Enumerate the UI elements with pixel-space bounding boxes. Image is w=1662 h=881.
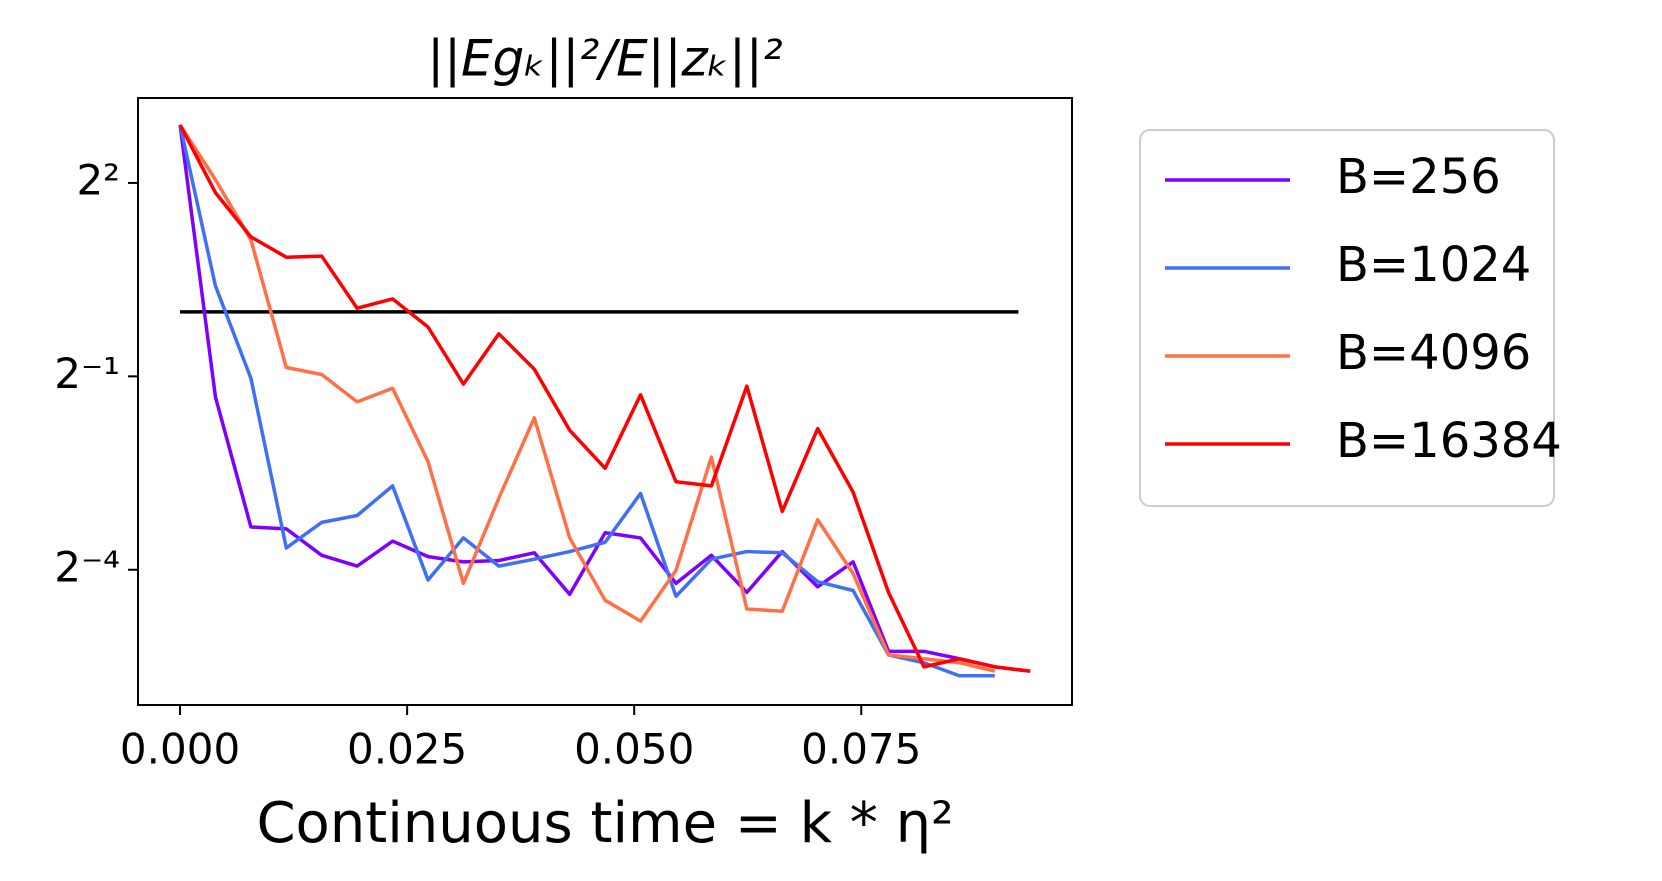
x-tick-label: 0.025 [347,725,467,774]
data-line [178,124,1031,673]
legend-label: B=1024 [1336,237,1531,293]
x-axis-label: Continuous time = k * η² [256,791,953,856]
data-line [178,124,995,678]
x-tick-label: 0.075 [801,725,921,774]
legend-label: B=16384 [1336,413,1562,469]
data-line [178,124,1031,673]
y-tick-label: 2² [76,155,120,204]
x-tick-label: 0.050 [574,725,694,774]
legend-box [1139,129,1555,507]
chart-title: ||Egₖ||²/E||zₖ||² [427,30,782,88]
x-tick-label: 0.000 [120,725,240,774]
y-tick-label: 2⁻⁴ [54,542,120,591]
plot-frame [137,97,1073,706]
y-tick-label: 2⁻¹ [54,349,120,398]
legend-label: B=4096 [1336,325,1531,381]
legend-label: B=256 [1336,149,1501,205]
data-line [178,124,996,673]
